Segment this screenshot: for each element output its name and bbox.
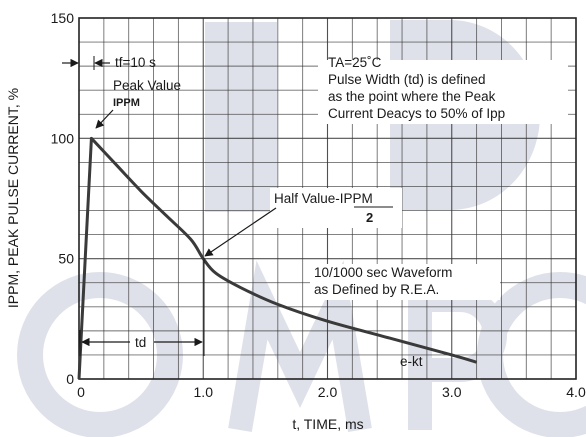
td-label: td xyxy=(135,335,146,350)
waveform-box xyxy=(310,264,500,300)
y-tick-label: 100 xyxy=(51,130,75,146)
ta-label: TA=25˚C xyxy=(328,55,382,70)
half-value-label: Half Value-IPPM xyxy=(274,191,373,206)
waveform-line-1: 10/1000 sec Waveform xyxy=(314,265,452,280)
half-value-arrow xyxy=(204,207,277,257)
watermark-shape xyxy=(408,288,507,430)
waveform-line-2: as Defined by R.E.A. xyxy=(314,282,439,297)
y-tick-label: 50 xyxy=(58,251,74,267)
pulse-width-line-3: Current Deacys to 50% of Ipp xyxy=(328,106,505,121)
x-tick-labels: 0 1.0 2.0 3.0 4.0 xyxy=(77,384,586,400)
x-tick-label: 4.0 xyxy=(566,384,586,400)
y-tick-label: 150 xyxy=(51,10,75,26)
y-tick-labels: 0 50 100 150 xyxy=(51,10,75,387)
x-tick-label: 3.0 xyxy=(442,384,462,400)
annotations: tf=10 s Peak Value IPPM TA=25˚C Pulse Wi… xyxy=(62,55,568,369)
series-line xyxy=(77,136,478,380)
x-tick-label: 1.0 xyxy=(194,384,214,400)
pulse-width-line-1: Pulse Width (td) is defined xyxy=(328,72,486,87)
watermark-shape xyxy=(205,22,277,212)
tf-label: tf=10 s xyxy=(115,55,156,70)
watermark-shape xyxy=(228,260,372,433)
peak-value-label: Peak Value xyxy=(113,78,181,93)
x-tick-label: 2.0 xyxy=(318,384,338,400)
ippm-label: IPPM xyxy=(113,97,140,109)
half-value-box xyxy=(270,188,402,228)
pulse-width-line-2: as the point where the Peak xyxy=(328,89,496,104)
ekt-label: e-kt xyxy=(400,354,423,369)
x-axis-label: t, TIME, ms xyxy=(292,416,363,432)
conditions-box xyxy=(318,60,568,124)
plot-frame xyxy=(78,17,577,380)
y-tick-label: 0 xyxy=(66,371,74,387)
y-axis-label: IPPM, PEAK PULSE CURRENT, % xyxy=(5,88,21,308)
half-value-denominator: 2 xyxy=(366,210,373,225)
x-tick-label: 0 xyxy=(77,384,85,400)
peak-arrow xyxy=(95,109,114,129)
